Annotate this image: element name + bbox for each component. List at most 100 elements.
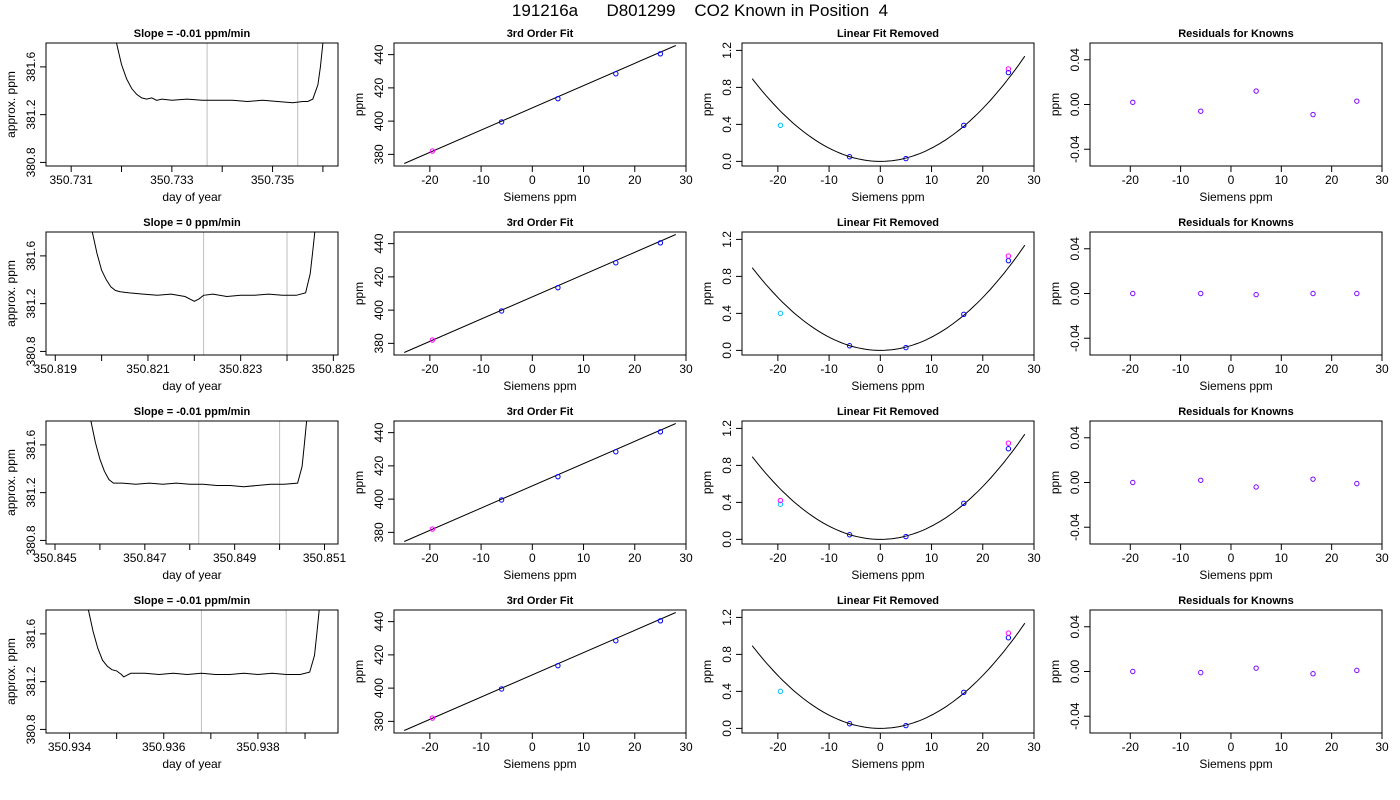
x-axis-label: Siemens ppm xyxy=(503,757,576,771)
panel-r0-c2: Linear Fit Removed Siemens ppm ppm -20 -10 0 1… xyxy=(700,28,1041,204)
x-tick-label: 350.847 xyxy=(123,551,167,565)
panel-r2-c2: Linear Fit Removed Siemens ppm ppm -20 -10 0 1… xyxy=(700,406,1041,582)
data-point xyxy=(777,122,784,129)
y-tick-label: 420 xyxy=(372,78,386,98)
data-point xyxy=(1310,476,1316,482)
x-axis-label: Siemens ppm xyxy=(1199,757,1272,771)
panel-r3-c3: Residuals for Knowns Siemens ppm ppm -20 -10… xyxy=(1048,595,1389,771)
y-tick-label: 0.4 xyxy=(720,683,734,700)
data-point xyxy=(777,688,784,695)
y-tick-label: -0.04 xyxy=(1068,513,1082,541)
y-tick-label: 0.8 xyxy=(720,79,734,96)
x-tick-label: 350.821 xyxy=(126,362,170,376)
panel-r1-c3: Residuals for Knowns Siemens ppm ppm -20 -10… xyxy=(1048,217,1389,393)
fit-line xyxy=(404,234,676,353)
y-axis-label: ppm xyxy=(352,471,366,494)
data-point xyxy=(429,337,436,343)
x-axis-label: day of year xyxy=(162,757,221,771)
x-tick-label: 10 xyxy=(577,740,591,754)
data-point xyxy=(1253,665,1259,671)
data-point xyxy=(846,154,853,160)
panel-title: Residuals for Knowns xyxy=(1178,28,1294,40)
panel-r0-c1: 3rd Order Fit Siemens ppm ppm -20 -10 0 10 20 30… xyxy=(352,28,693,204)
panel-title: 3rd Order Fit xyxy=(507,595,574,607)
data-point xyxy=(846,532,853,538)
x-tick-label: -20 xyxy=(769,551,787,565)
x-tick-label: 350.849 xyxy=(213,551,257,565)
x-tick-label: 10 xyxy=(925,740,939,754)
x-tick-label: 30 xyxy=(1027,551,1041,565)
y-tick-label: 0.4 xyxy=(720,305,734,322)
y-axis-label: ppm xyxy=(1048,471,1062,494)
x-tick-label: 350.851 xyxy=(303,551,347,565)
data-point xyxy=(1005,440,1012,446)
y-axis-label: approx. ppm xyxy=(4,638,18,705)
data-point xyxy=(657,429,664,435)
data-point xyxy=(903,155,909,162)
data-point xyxy=(1253,291,1259,298)
fit-line xyxy=(404,423,676,542)
x-tick-label: 20 xyxy=(976,362,990,376)
data-point xyxy=(903,533,909,540)
y-tick-label: 0.04 xyxy=(1068,237,1082,261)
y-tick-label: 0.04 xyxy=(1068,48,1082,72)
x-tick-label: -20 xyxy=(1122,740,1140,754)
ppm-trace xyxy=(116,43,324,104)
y-tick-label: 381.2 xyxy=(24,666,38,696)
x-tick-label: -10 xyxy=(472,173,490,187)
data-point xyxy=(555,284,561,291)
plot-frame xyxy=(45,42,339,167)
data-point xyxy=(1198,290,1204,297)
y-tick-label: 0.04 xyxy=(1068,615,1082,639)
x-tick-label: 0 xyxy=(877,173,884,187)
y-axis-label: ppm xyxy=(1048,660,1062,683)
plot-content xyxy=(404,423,676,542)
plot-content xyxy=(1130,476,1360,490)
data-point xyxy=(555,95,561,102)
x-tick-label: 10 xyxy=(925,362,939,376)
data-point xyxy=(903,722,909,729)
x-tick-label: 0 xyxy=(877,740,884,754)
plot-frame xyxy=(45,420,339,545)
x-tick-label: -10 xyxy=(472,740,490,754)
x-tick-label: 20 xyxy=(628,173,642,187)
y-tick-label: 380 xyxy=(372,522,386,542)
y-axis-label: approx. ppm xyxy=(4,71,18,138)
y-tick-label: 380.8 xyxy=(24,336,38,366)
x-tick-label: 20 xyxy=(628,740,642,754)
plot-frame xyxy=(45,609,339,734)
x-tick-label: 20 xyxy=(1325,551,1339,565)
y-axis-label: ppm xyxy=(1048,93,1062,116)
data-point xyxy=(1005,446,1012,452)
x-tick-label: -20 xyxy=(421,551,439,565)
x-tick-label: -20 xyxy=(769,173,787,187)
plot-content xyxy=(404,234,676,353)
x-tick-label: 20 xyxy=(976,740,990,754)
plot-frame xyxy=(1089,231,1383,356)
y-tick-label: 0.0 xyxy=(720,342,734,359)
y-axis-label: ppm xyxy=(700,282,714,305)
data-point xyxy=(1198,669,1204,676)
y-tick-label: 440 xyxy=(372,44,386,64)
plot-frame xyxy=(45,231,339,356)
y-tick-label: 400 xyxy=(372,489,386,509)
fit-line xyxy=(404,612,676,731)
y-axis-label: ppm xyxy=(700,93,714,116)
x-tick-label: 0 xyxy=(529,173,536,187)
data-point xyxy=(429,715,436,721)
data-point xyxy=(1005,253,1012,259)
y-tick-label: 420 xyxy=(372,645,386,665)
x-tick-label: 350.731 xyxy=(49,173,93,187)
x-tick-label: -10 xyxy=(820,740,838,754)
x-tick-label: 30 xyxy=(1375,362,1389,376)
y-tick-label: -0.04 xyxy=(1068,702,1082,730)
y-tick-label: 0.0 xyxy=(720,153,734,170)
y-axis-label: ppm xyxy=(700,471,714,494)
plot-frame xyxy=(1089,609,1383,734)
data-point xyxy=(613,638,619,644)
y-axis-label: ppm xyxy=(352,93,366,116)
y-tick-label: 1.2 xyxy=(720,42,734,59)
data-point xyxy=(498,119,505,125)
y-tick-label: 0.00 xyxy=(1068,470,1082,494)
